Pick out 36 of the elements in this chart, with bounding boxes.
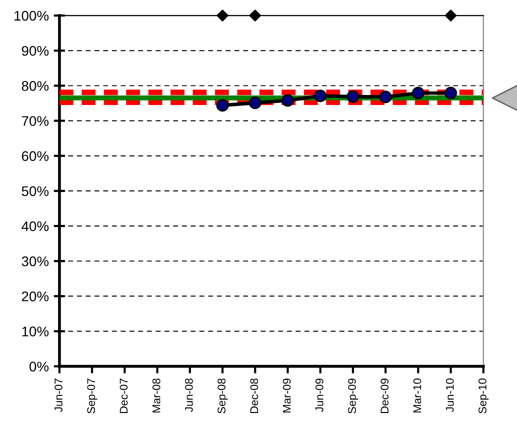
- y-tick-label: 40%: [22, 221, 49, 232]
- point: [444, 10, 457, 22]
- y-tick-label: 30%: [22, 256, 49, 266]
- y-tick-label: 20%: [22, 291, 49, 302]
- point: [379, 90, 392, 104]
- point: [216, 10, 228, 22]
- x-tick-label: Sep-09: [348, 378, 358, 414]
- y-tick-label: 100%: [14, 10, 49, 21]
- point: [281, 94, 294, 107]
- x-tick-label: Mar-09: [282, 378, 291, 412]
- x-tick-label: Mar-08: [152, 378, 160, 412]
- x-tick-label: Sep-07: [87, 378, 98, 414]
- y-tick-label: 70%: [22, 116, 49, 126]
- x-tick-label: Jun-09: [315, 378, 324, 412]
- x-tick-label: Dec-08: [250, 378, 258, 414]
- x-tick-label: Dec-07: [120, 378, 128, 414]
- x-tick-label: Sep-10: [478, 378, 489, 414]
- y-tick-label: 90%: [22, 46, 49, 56]
- point: [444, 86, 458, 100]
- x-tick-label: Sep-08: [218, 378, 228, 414]
- point: [346, 90, 360, 103]
- point: [412, 86, 424, 100]
- x-tick-label: Jun-10: [446, 378, 454, 412]
- x-tick-label: Mar-10: [413, 378, 422, 412]
- y-tick-label: 60%: [22, 151, 49, 162]
- y-tick-label: 50%: [22, 186, 49, 196]
- point: [216, 99, 229, 112]
- x-tick-label: Jun-08: [185, 378, 193, 412]
- point: [249, 10, 262, 22]
- x-tick-label: Dec-09: [380, 378, 389, 414]
- y-tick-label: 10%: [22, 326, 49, 336]
- y-tick-label: 80%: [22, 81, 49, 91]
- point: [314, 90, 327, 102]
- y-tick-label: 0%: [30, 362, 49, 372]
- point: [248, 96, 262, 110]
- x-tick-label: Jun-07: [54, 378, 62, 412]
